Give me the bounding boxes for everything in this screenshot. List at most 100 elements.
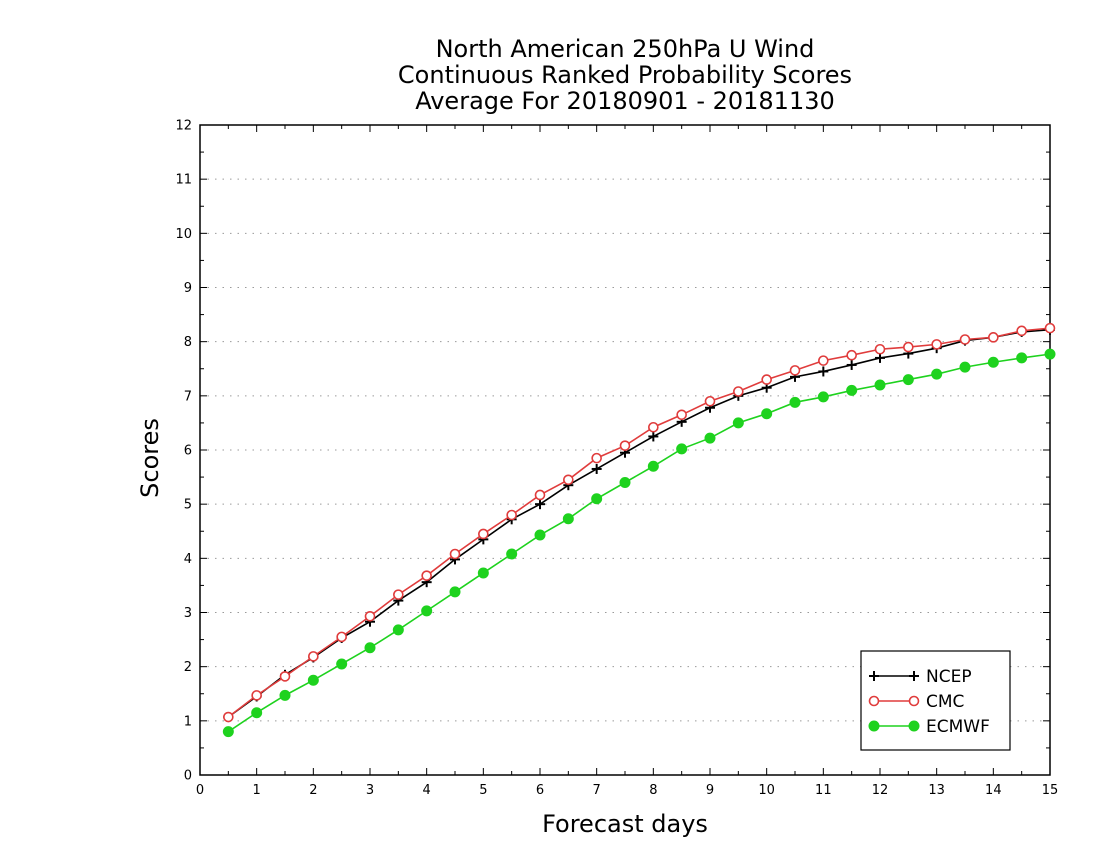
- x-tick-label: 8: [649, 783, 657, 798]
- data-point-ecmwf: [591, 493, 603, 505]
- x-tick-label: 7: [593, 783, 601, 798]
- data-point-ncep: [875, 352, 885, 363]
- legend: NCEP CMC ECMWF: [860, 650, 1011, 751]
- data-point-cmc: [874, 343, 886, 355]
- chart-title-line-1: North American 250hPa U Wind: [435, 35, 815, 63]
- data-point-cmc: [279, 671, 291, 682]
- chart-title-line-2: Continuous Ranked Probability Scores: [397, 61, 853, 89]
- data-point-cmc: [704, 395, 716, 407]
- y-tick-label: 10: [175, 227, 192, 242]
- data-point-cmc: [591, 452, 602, 464]
- legend-marker-cmc: [868, 695, 880, 707]
- legend-item-cmc: CMC: [868, 692, 964, 712]
- y-tick-label: 9: [184, 281, 192, 296]
- legend-marker-ecmwf: [908, 720, 920, 732]
- data-point-cmc: [931, 339, 942, 350]
- x-tick-label: 9: [706, 783, 714, 798]
- data-point-ecmwf: [647, 460, 659, 472]
- legend-marker-ncep: [909, 671, 919, 681]
- y-tick-label: 5: [184, 498, 192, 513]
- data-point-cmc: [421, 570, 432, 581]
- data-point-ecmwf: [279, 689, 291, 701]
- data-point-ecmwf: [1044, 348, 1056, 360]
- legend-label-ncep: NCEP: [926, 667, 972, 687]
- legend-item-ecmwf: ECMWF: [868, 717, 990, 737]
- x-tick-label: 15: [1042, 783, 1059, 798]
- legend-marker-cmc: [908, 695, 920, 707]
- x-tick-label: 14: [985, 783, 1002, 798]
- data-point-ecmwf: [449, 586, 461, 598]
- data-point-ecmwf: [846, 384, 858, 396]
- x-tick-label: 11: [815, 783, 832, 798]
- y-tick-label: 4: [184, 552, 192, 567]
- data-point-ecmwf: [392, 624, 404, 636]
- data-point-cmc: [619, 440, 631, 451]
- y-tick-label: 3: [184, 606, 192, 621]
- data-point-ecmwf: [477, 567, 489, 579]
- series-layer: [222, 322, 1056, 738]
- data-point-cmc: [846, 349, 857, 361]
- y-tick-label: 0: [184, 769, 192, 784]
- data-point-cmc: [733, 386, 744, 397]
- x-tick-label: 5: [479, 783, 487, 798]
- data-point-ncep: [535, 499, 545, 510]
- data-point-ecmwf: [562, 513, 574, 525]
- data-point-ecmwf: [761, 408, 773, 420]
- series-cmc: [223, 322, 1056, 723]
- legend-label-ecmwf: ECMWF: [926, 717, 990, 737]
- legend-marker-ecmwf: [868, 720, 880, 732]
- data-point-ecmwf: [874, 379, 886, 391]
- data-point-cmc: [449, 548, 461, 560]
- y-tick-label: 11: [175, 173, 192, 188]
- x-tick-label: 0: [196, 783, 204, 798]
- x-tick-label: 4: [423, 783, 431, 798]
- data-point-ecmwf: [251, 707, 263, 719]
- x-tick-label: 10: [758, 783, 775, 798]
- x-tick-label: 1: [253, 783, 261, 798]
- legend-item-ncep: NCEP: [869, 667, 972, 687]
- data-point-ecmwf: [619, 477, 631, 488]
- y-tick-label: 1: [184, 714, 192, 729]
- data-point-cmc: [959, 334, 971, 345]
- y-tick-label: 6: [184, 444, 192, 459]
- data-point-ncep: [591, 463, 602, 474]
- data-point-ecmwf: [676, 443, 688, 455]
- data-point-cmc: [1044, 322, 1056, 334]
- series-ecmwf: [222, 348, 1056, 738]
- data-point-cmc: [393, 589, 404, 600]
- data-point-cmc: [988, 332, 999, 343]
- data-point-ecmwf: [364, 642, 376, 654]
- data-point-cmc: [648, 421, 659, 433]
- y-tick-label: 12: [175, 119, 192, 134]
- x-tick-label: 3: [366, 783, 374, 798]
- data-point-cmc: [903, 341, 914, 353]
- data-point-cmc: [818, 355, 829, 366]
- data-point-cmc: [336, 631, 347, 643]
- data-point-ecmwf: [704, 432, 716, 444]
- legend-marker-ncep: [869, 671, 879, 681]
- data-point-ecmwf: [732, 417, 744, 429]
- data-point-ncep: [818, 366, 829, 377]
- data-point-cmc: [251, 690, 262, 701]
- data-point-cmc: [1016, 325, 1027, 337]
- data-point-ecmwf: [1016, 352, 1028, 364]
- data-point-ecmwf: [222, 726, 234, 738]
- data-point-cmc: [789, 365, 801, 376]
- data-point-ecmwf: [506, 548, 518, 560]
- y-tick-label: 7: [184, 389, 192, 404]
- data-point-ecmwf: [959, 361, 971, 373]
- x-axis-title: Forecast days: [542, 810, 708, 838]
- x-tick-label: 12: [872, 783, 889, 798]
- data-point-ecmwf: [817, 391, 829, 403]
- data-point-ncep: [846, 359, 857, 370]
- x-tick-label: 2: [309, 783, 317, 798]
- chart-title: North American 250hPa U Wind Continuous …: [200, 36, 1050, 114]
- y-axis-title: Scores: [136, 418, 164, 498]
- data-point-ecmwf: [307, 674, 319, 686]
- data-point-ecmwf: [987, 356, 999, 368]
- data-point-ncep: [648, 431, 659, 442]
- data-point-cmc: [223, 711, 234, 723]
- data-point-cmc: [761, 374, 772, 385]
- data-point-cmc: [676, 409, 687, 421]
